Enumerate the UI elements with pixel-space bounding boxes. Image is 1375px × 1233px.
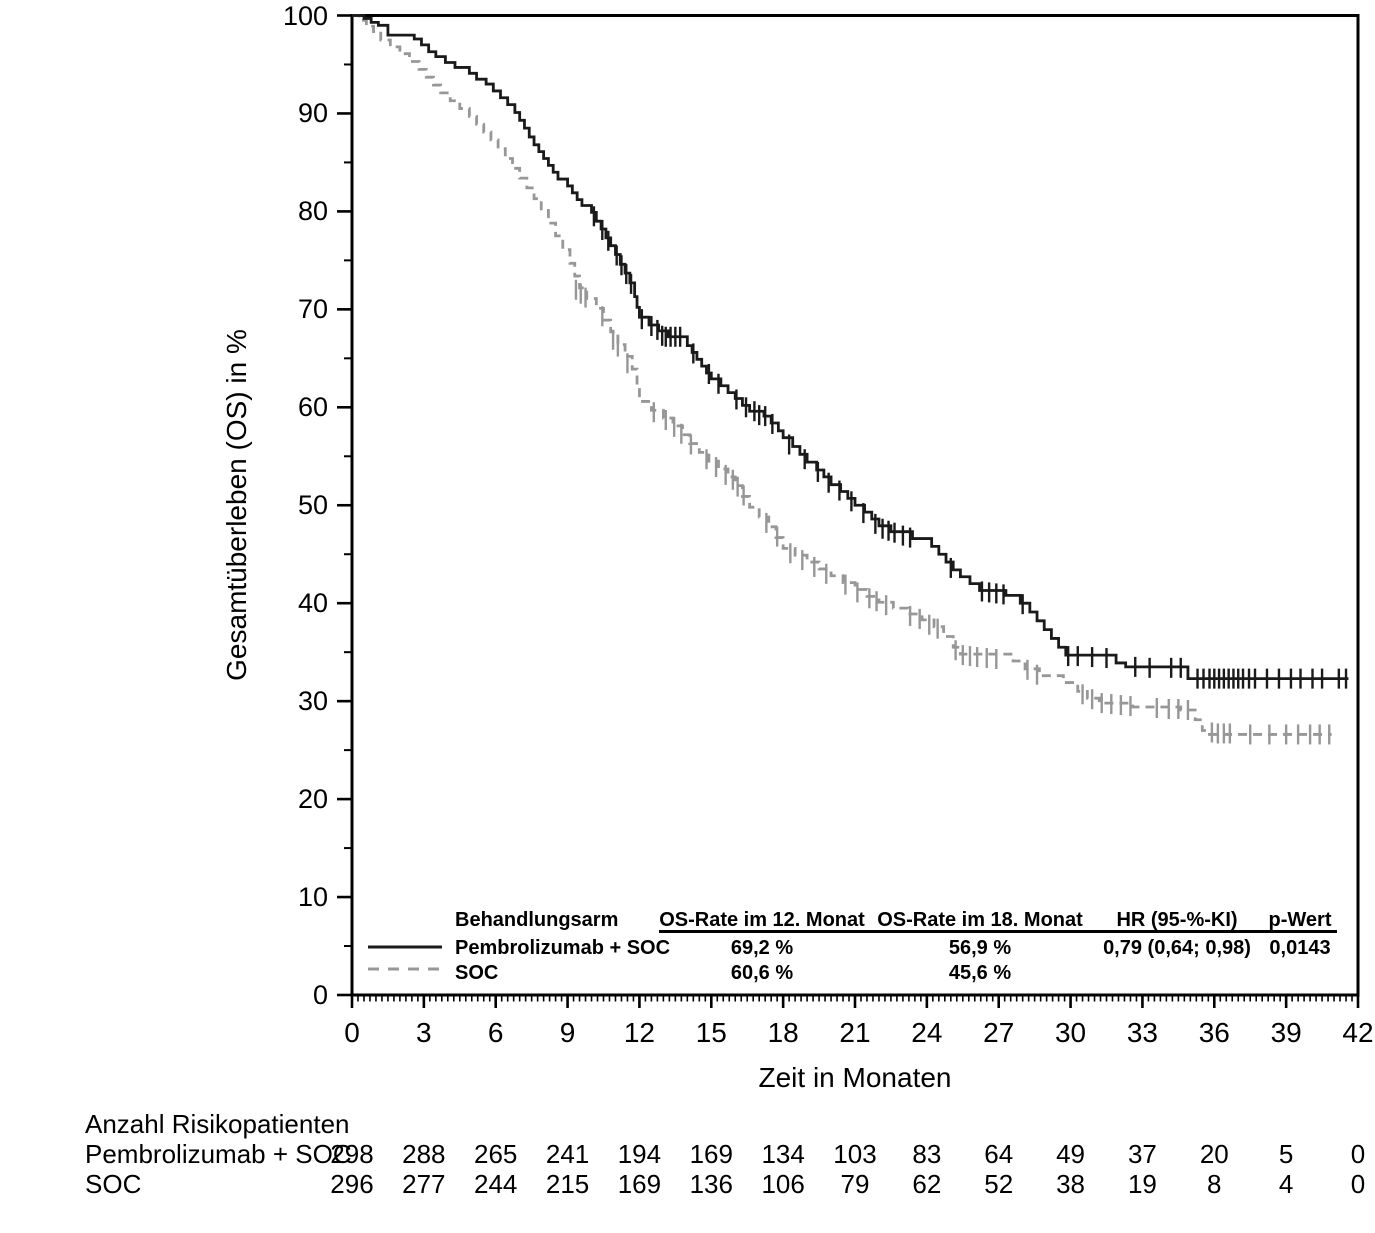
x-tick-label-24: 24 xyxy=(911,1017,943,1048)
risk-count-soc-m24: 62 xyxy=(912,1169,942,1199)
risk-count-soc-m27: 52 xyxy=(984,1169,1014,1199)
x-tick-label-36: 36 xyxy=(1198,1017,1230,1048)
risk-count-pembrolizumab-soc-m24: 83 xyxy=(912,1139,942,1169)
risk-count-soc-m42: 0 xyxy=(1350,1169,1366,1199)
risk-count-pembrolizumab-soc-m3: 288 xyxy=(402,1139,446,1169)
risk-count-pembrolizumab-soc-m15: 169 xyxy=(689,1139,733,1169)
y-tick-label-90: 90 xyxy=(297,98,328,129)
x-tick-label-30: 30 xyxy=(1054,1017,1087,1048)
risk-count-soc-m9: 215 xyxy=(545,1169,590,1199)
legend-pwert-value: 0,0143 xyxy=(1269,937,1331,959)
risk-count-pembrolizumab-soc-m6: 265 xyxy=(474,1139,518,1169)
y-tick-label-10: 10 xyxy=(297,882,328,913)
x-tick-label-0: 0 xyxy=(344,1017,360,1048)
risk-count-pembrolizumab-soc-m42: 0 xyxy=(1350,1139,1366,1169)
y-tick-label-60: 60 xyxy=(297,392,328,423)
y-tick-label-0: 0 xyxy=(312,980,328,1010)
risk-row-label-pembrolizumab-soc: Pembrolizumab + SOC xyxy=(85,1139,352,1169)
survival-curve-pembrolizumab-soc xyxy=(352,14,1349,681)
risk-count-soc-m36: 8 xyxy=(1207,1169,1222,1199)
legend-arm-pembrolizumab-soc: Pembrolizumab + SOC xyxy=(455,937,671,959)
legend-header-behandlungsarm: Behandlungsarm xyxy=(455,909,619,931)
legend-os18-pembrolizumab: 56,9 % xyxy=(948,937,1012,959)
risk-count-pembrolizumab-soc-m0: 298 xyxy=(330,1139,374,1169)
legend-header-hr: HR (95-%-KI) xyxy=(1116,909,1238,931)
y-tick-label-30: 30 xyxy=(297,686,328,717)
y-tick-label-50: 50 xyxy=(297,490,328,521)
legend-os12-soc: 60,6 % xyxy=(730,962,794,984)
x-tick-label-18: 18 xyxy=(767,1017,799,1048)
risk-count-soc-m30: 38 xyxy=(1056,1169,1086,1199)
risk-count-pembrolizumab-soc-m30: 49 xyxy=(1056,1139,1086,1169)
risk-count-soc-m12: 169 xyxy=(617,1169,662,1199)
y-tick-label-40: 40 xyxy=(297,588,328,619)
plot-frame xyxy=(350,14,1360,997)
risk-table-title: Anzahl Risikopatienten xyxy=(85,1109,350,1139)
risk-count-soc-m15: 136 xyxy=(689,1169,733,1199)
risk-count-soc-m18: 106 xyxy=(761,1169,805,1199)
legend-hr-value: 0,79 (0,64; 0,98) xyxy=(1103,937,1251,959)
risk-count-pembrolizumab-soc-m18: 134 xyxy=(761,1139,805,1169)
risk-count-soc-m6: 244 xyxy=(474,1169,518,1199)
x-tick-label-6: 6 xyxy=(487,1017,504,1048)
risk-count-pembrolizumab-soc-m9: 241 xyxy=(545,1139,590,1169)
survival-curve-soc xyxy=(352,14,1332,736)
x-tick-label-9: 9 xyxy=(559,1017,576,1048)
risk-count-soc-m21: 79 xyxy=(840,1169,870,1199)
legend-header-os18: OS-Rate im 18. Monat xyxy=(877,909,1083,931)
legend-os12-pembrolizumab: 69,2 % xyxy=(730,937,794,959)
legend-header-pwert: p-Wert xyxy=(1268,909,1332,931)
x-tick-label-27: 27 xyxy=(983,1017,1015,1048)
risk-row-label-soc: SOC xyxy=(85,1169,142,1199)
x-tick-label-12: 12 xyxy=(623,1017,655,1048)
x-tick-label-3: 3 xyxy=(416,1017,432,1048)
risk-count-soc-m0: 296 xyxy=(330,1169,374,1199)
x-tick-label-42: 42 xyxy=(1342,1017,1374,1048)
legend-arm-soc: SOC xyxy=(455,962,499,984)
legend-header-os12: OS-Rate im 12. Monat xyxy=(659,909,865,931)
x-tick-label-21: 21 xyxy=(839,1017,871,1048)
risk-count-pembrolizumab-soc-m33: 37 xyxy=(1127,1139,1157,1169)
risk-count-pembrolizumab-soc-m12: 194 xyxy=(617,1139,662,1169)
risk-count-soc-m33: 19 xyxy=(1127,1169,1157,1199)
risk-count-pembrolizumab-soc-m39: 5 xyxy=(1278,1139,1294,1169)
x-tick-label-15: 15 xyxy=(695,1017,727,1048)
legend-header-underline xyxy=(659,930,1337,933)
y-tick-label-20: 20 xyxy=(297,784,328,815)
x-tick-label-33: 33 xyxy=(1126,1017,1158,1048)
y-tick-label-80: 80 xyxy=(297,196,328,227)
risk-count-pembrolizumab-soc-m21: 103 xyxy=(833,1139,877,1169)
y-tick-label-100: 100 xyxy=(282,0,328,31)
risk-count-soc-m3: 277 xyxy=(402,1169,446,1199)
risk-count-pembrolizumab-soc-m27: 64 xyxy=(984,1139,1014,1169)
y-tick-label-70: 70 xyxy=(297,294,328,325)
risk-count-pembrolizumab-soc-m36: 20 xyxy=(1199,1139,1229,1169)
legend-os18-soc: 45,6 % xyxy=(948,962,1012,984)
x-tick-label-39: 39 xyxy=(1270,1017,1302,1048)
x-axis-title: Zeit in Monaten xyxy=(758,1062,952,1093)
risk-count-soc-m39: 4 xyxy=(1278,1169,1294,1199)
